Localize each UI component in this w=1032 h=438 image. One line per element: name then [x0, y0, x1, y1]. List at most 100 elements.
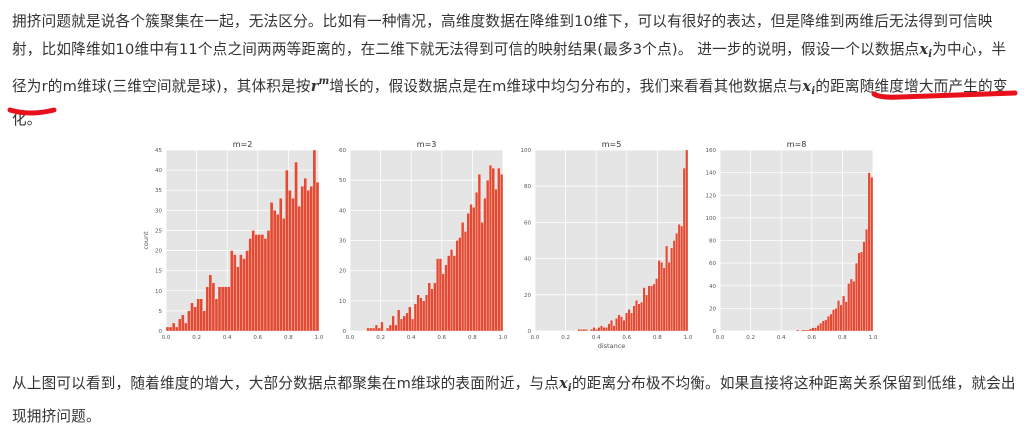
- histogram-bar: [260, 234, 265, 332]
- x-tick-label: 1.0: [499, 335, 508, 341]
- histogram-bar: [630, 312, 633, 332]
- x-tick-label: 0.2: [561, 335, 570, 341]
- histogram-bar: [449, 249, 454, 332]
- y-tick-label: 0: [343, 329, 347, 335]
- x-tick-label: 1.0: [315, 335, 324, 341]
- y-tick-label: 40: [709, 284, 716, 290]
- histogram-bar: [477, 173, 481, 332]
- histogram-bar: [662, 267, 666, 332]
- histogram-bar: [196, 298, 200, 332]
- histogram-bar: [458, 237, 462, 332]
- y-tick-label: 120: [706, 193, 717, 199]
- histogram-bar: [285, 169, 289, 332]
- histogram-bar: [829, 313, 833, 332]
- histogram-bar: [279, 198, 283, 332]
- histogram-bar: [637, 303, 641, 332]
- paragraph-conclusion: 从上图可以看到，随着维度的增大，大部分数据点都聚集在m维球的表面附近，与点xi的…: [12, 370, 1016, 430]
- x-tick-label: 0.0: [346, 335, 355, 341]
- chart-title: m=2: [233, 140, 253, 149]
- histogram-bar: [411, 318, 415, 332]
- histogram-bar: [254, 234, 258, 332]
- y-tick-label: 0: [159, 329, 163, 335]
- histogram-bar: [670, 247, 674, 332]
- histogram-bar: [282, 218, 286, 332]
- histogram-bar: [424, 294, 429, 332]
- intro-text-1: 拥挤问题就是说各个簇聚集在一起，无法区分。比如有一种情况，高维度数据在降维到10…: [12, 13, 993, 58]
- histogram-bar: [408, 306, 412, 332]
- chart-title: m=5: [602, 140, 622, 149]
- histogram-2: 0 10 20 30 40 50 60 0.0 0.2 0.4 0.6 0.8 1.0 m=3: [339, 140, 508, 341]
- histogram-bar: [475, 192, 479, 332]
- histogram-bar: [242, 258, 246, 332]
- histogram-bar: [497, 167, 501, 332]
- histogram-bar: [627, 309, 631, 332]
- histogram-bar: [312, 149, 317, 332]
- x-tick-label: 1.0: [684, 335, 693, 341]
- histogram-bar: [430, 288, 434, 332]
- histogram-bar: [444, 264, 448, 332]
- histogram-bar: [585, 329, 588, 332]
- math-var-x-2: xi: [802, 78, 816, 97]
- histogram-bar: [650, 285, 654, 332]
- histogram-bar: [223, 286, 228, 332]
- x-tick-label: 0.6: [807, 335, 816, 341]
- histogram-bar: [413, 303, 417, 332]
- histogram-bar: [402, 315, 406, 332]
- y-tick-label: 80: [524, 184, 531, 190]
- histogram-bar: [202, 310, 206, 332]
- histogram-bar: [675, 233, 679, 332]
- histogram-bar: [842, 295, 846, 332]
- x-tick-label: 0.8: [468, 335, 477, 341]
- histogram-bar: [472, 207, 476, 332]
- histogram-bar: [826, 316, 830, 332]
- histogram-bar: [193, 306, 197, 332]
- histogram-bar: [366, 327, 370, 332]
- histogram-bar: [483, 198, 487, 332]
- histogram-bar: [190, 302, 194, 332]
- histogram-bar: [640, 301, 644, 332]
- histogram-bar: [801, 329, 805, 332]
- x-tick-label: 0.4: [223, 335, 232, 341]
- x-tick-label: 0.4: [407, 335, 416, 341]
- histogram-bar: [416, 294, 420, 332]
- y-axis-label: count: [142, 231, 150, 250]
- x-tick-label: 0.6: [622, 335, 631, 341]
- histogram-bar: [582, 329, 586, 332]
- histogram-bar: [245, 250, 249, 332]
- histogram-bar: [862, 241, 866, 332]
- histogram-bar: [620, 316, 623, 332]
- histogram-bar: [433, 282, 437, 332]
- histogram-bar: [806, 329, 810, 332]
- histogram-bar: [635, 300, 638, 332]
- histogram-bar: [199, 298, 203, 332]
- y-tick-label: 10: [339, 299, 346, 305]
- histogram-bar: [269, 202, 274, 332]
- histogram-4: 0 20 40 60 80 100 120 140 160 0.0 0.2 0.4 0.6 0.8 1.0 m…: [706, 140, 878, 341]
- histogram-bar: [577, 329, 581, 332]
- histogram-bar: [300, 186, 304, 332]
- histogram-bar: [187, 310, 191, 332]
- histogram-bar: [276, 214, 280, 332]
- y-tick-label: 100: [706, 216, 717, 222]
- histogram-bar: [804, 329, 807, 332]
- histogram-bar: [455, 240, 459, 332]
- y-tick-label: 0: [528, 329, 532, 335]
- histogram-bar: [494, 189, 498, 332]
- histogram-bar: [369, 327, 373, 332]
- histogram-bar: [809, 328, 812, 332]
- histogram-bar: [870, 177, 874, 332]
- y-tick-label: 40: [339, 208, 346, 214]
- histogram-bar: [377, 327, 381, 332]
- histogram-bar: [441, 273, 445, 332]
- histogram-bar: [655, 278, 659, 332]
- paragraph-intro: 拥挤问题就是说各个簇聚集在一起，无法区分。比如有一种情况，高维度数据在降维到10…: [12, 8, 1016, 133]
- histogram-bar: [447, 255, 451, 332]
- histogram-bar: [660, 262, 664, 332]
- x-tick-label: 1.0: [869, 335, 878, 341]
- histogram-bar: [469, 204, 473, 332]
- histogram-bar: [233, 254, 237, 332]
- histogram-bar: [251, 230, 255, 332]
- histogram-bar: [612, 325, 616, 332]
- histogram-bar: [315, 182, 320, 332]
- histogram-bar: [657, 260, 661, 332]
